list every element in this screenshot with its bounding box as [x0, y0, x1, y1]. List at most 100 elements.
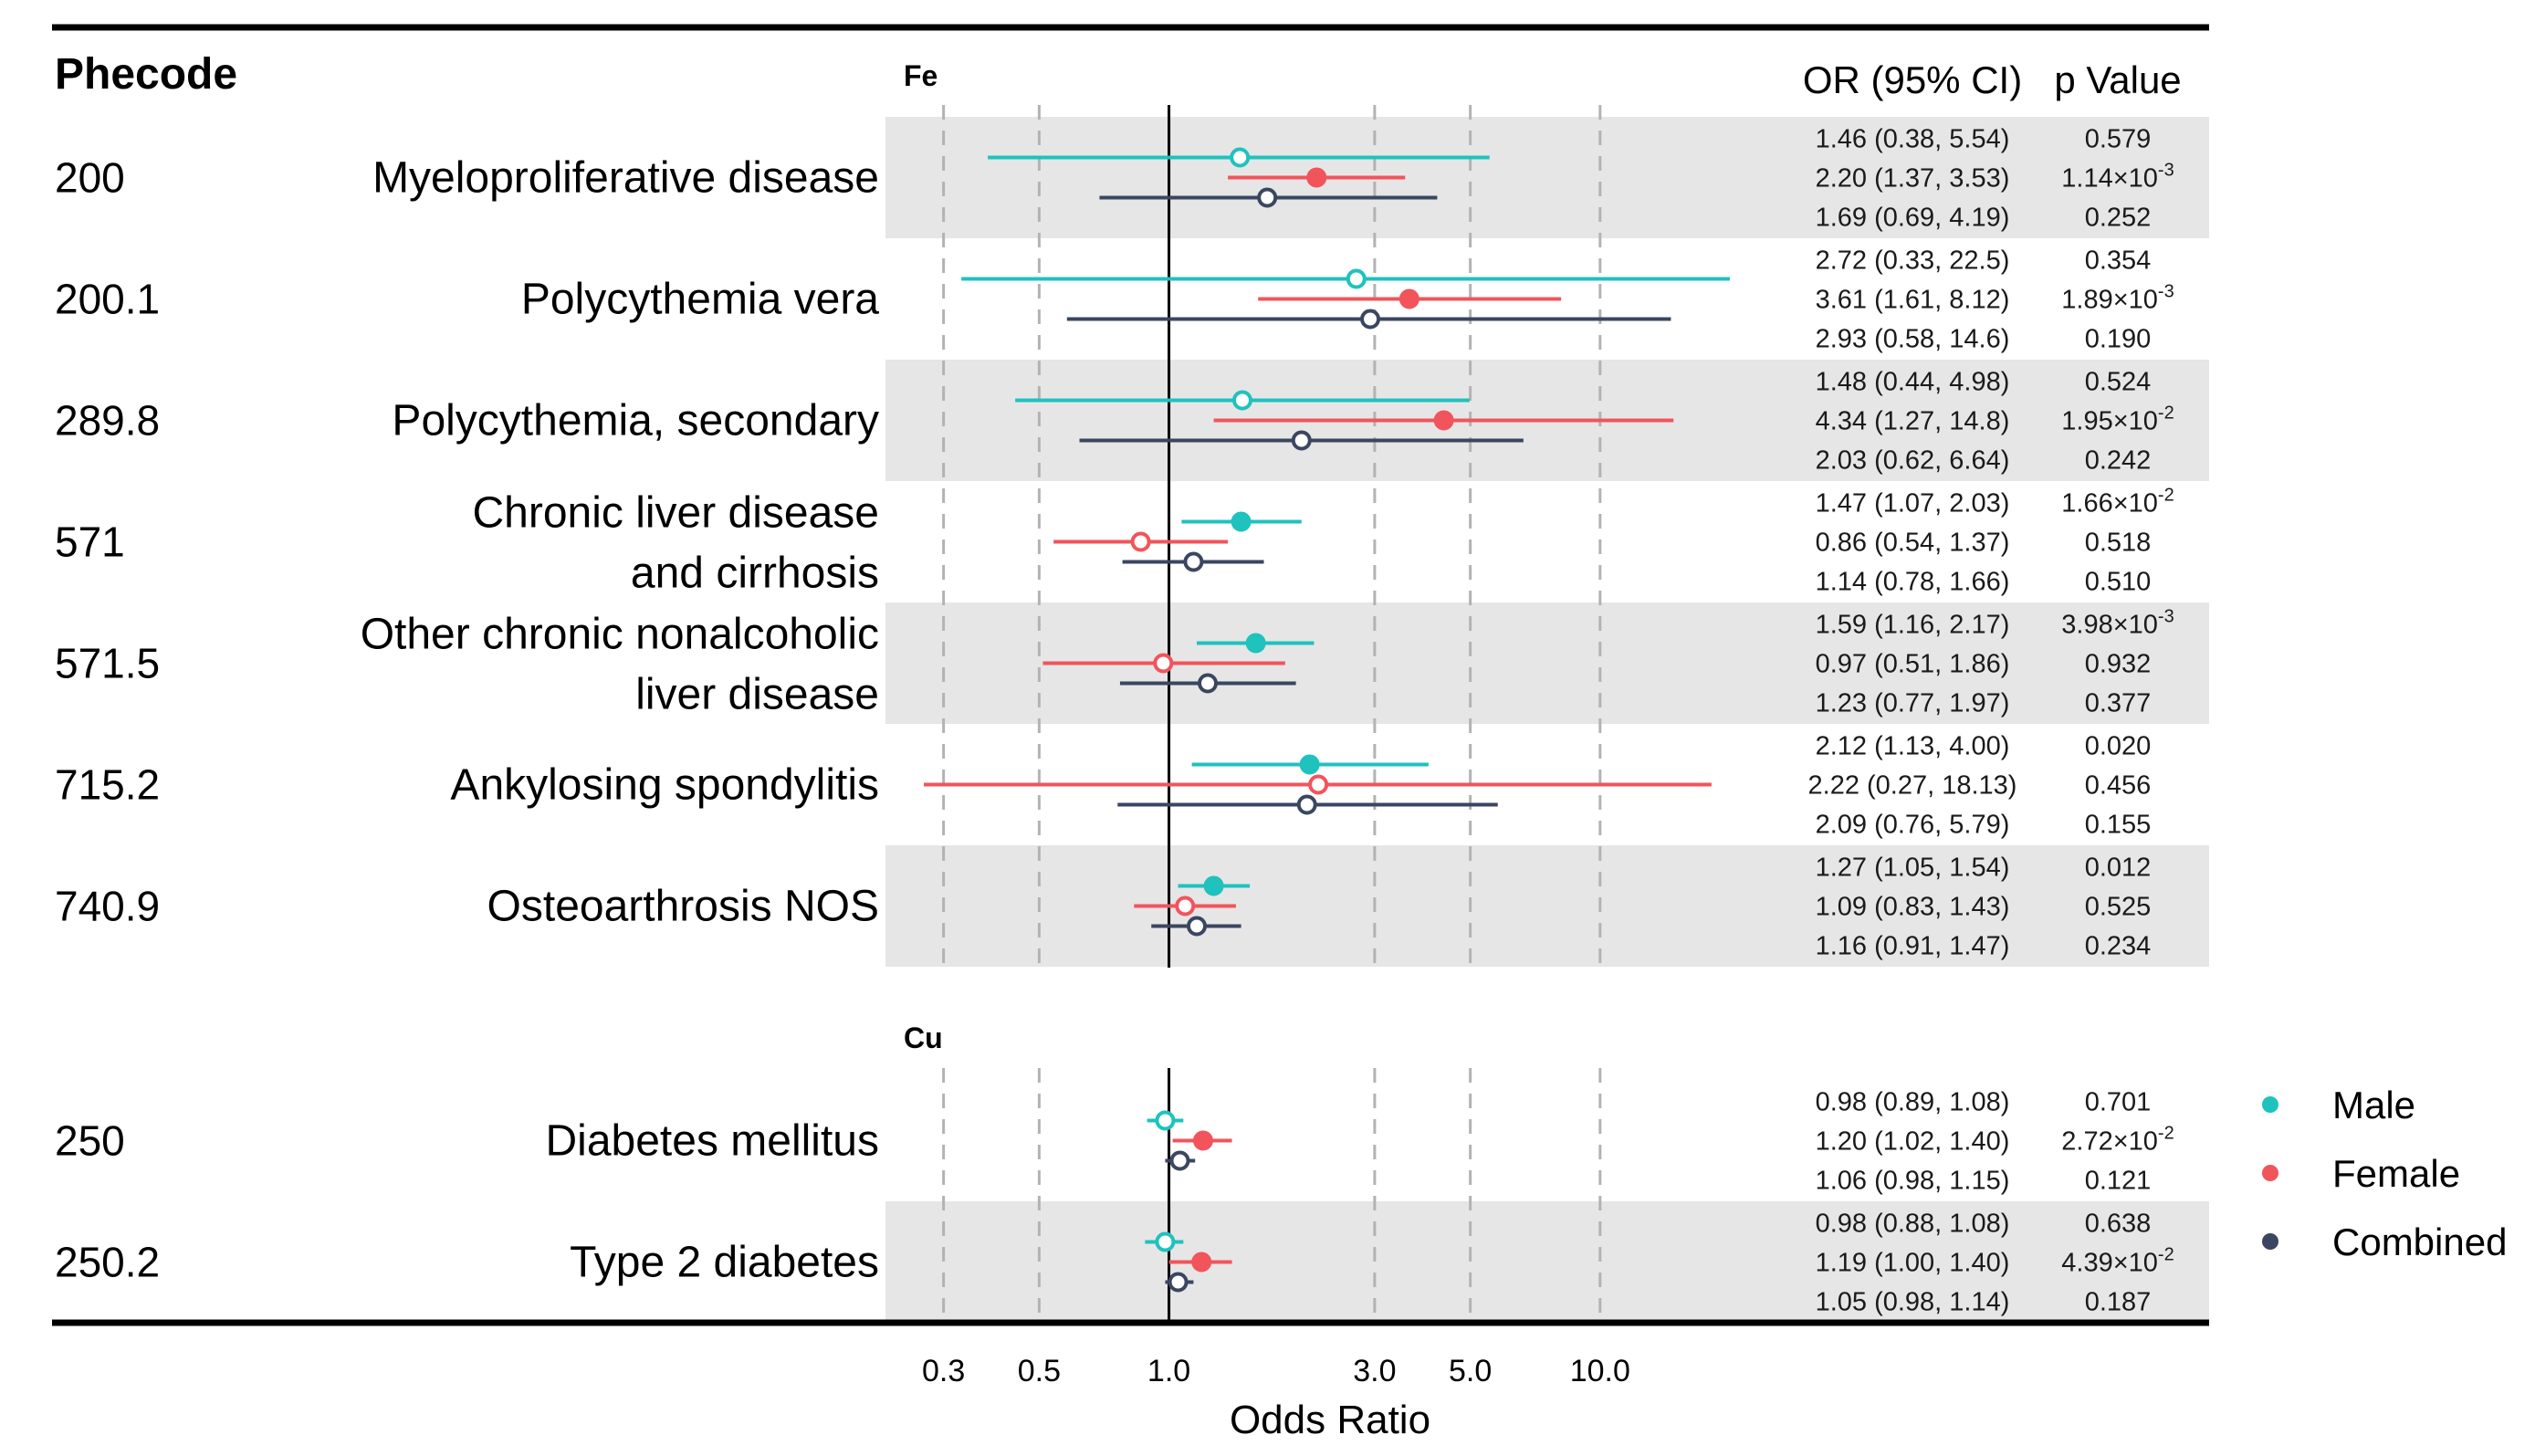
- p-value: 0.456: [2085, 771, 2152, 801]
- point-male: [1203, 875, 1224, 896]
- point-male: [1230, 147, 1251, 168]
- or-ci-value: 2.12 (1.13, 4.00): [1816, 732, 2010, 761]
- p-value: 0.701: [2085, 1088, 2152, 1117]
- or-ci-value: 1.05 (0.98, 1.14): [1816, 1288, 2010, 1317]
- point-male: [1231, 511, 1252, 532]
- p-value: 0.234: [2085, 932, 2152, 961]
- point-combined: [1186, 916, 1207, 937]
- point-female: [1153, 653, 1174, 674]
- or-ci-value: 0.98 (0.89, 1.08): [1816, 1088, 2010, 1117]
- x-tick-label: 10.0: [1570, 1354, 1630, 1388]
- p-value: 0.932: [2085, 650, 2152, 679]
- point-male: [1245, 633, 1266, 654]
- or-ci-value: 1.46 (0.38, 5.54): [1816, 125, 2010, 154]
- phecode-label: 740.9: [55, 883, 160, 930]
- point-combined: [1257, 187, 1278, 208]
- or-ci-value: 1.48 (0.44, 4.98): [1816, 368, 2010, 397]
- point-combined: [1360, 309, 1381, 330]
- point-female: [1175, 896, 1196, 917]
- x-tick-label: 1.0: [1147, 1354, 1190, 1388]
- phecode-label: 200: [55, 154, 125, 202]
- p-value: 0.354: [2085, 246, 2152, 276]
- p-value: 0.187: [2085, 1288, 2152, 1317]
- or-ci-value: 2.20 (1.37, 3.53): [1816, 164, 2010, 194]
- x-tick-label: 5.0: [1449, 1354, 1492, 1388]
- point-male: [1155, 1110, 1176, 1131]
- or-ci-value: 1.20 (1.02, 1.40): [1816, 1127, 2010, 1157]
- point-female: [1398, 288, 1419, 309]
- or-ci-value: 1.23 (0.77, 1.97): [1816, 689, 2010, 718]
- disease-name: Other chronic nonalcoholic: [361, 611, 879, 659]
- p-value: 1.66×10-2: [2061, 486, 2174, 519]
- p-value: 0.579: [2085, 125, 2152, 154]
- p-value: 0.252: [2085, 204, 2152, 233]
- or-ci-value: 1.14 (0.78, 1.66): [1816, 568, 2010, 597]
- x-tick-label: 0.5: [1018, 1354, 1061, 1388]
- p-value: 0.525: [2085, 893, 2152, 922]
- legend-label-female: Female: [2332, 1152, 2460, 1195]
- p-value: 0.155: [2085, 811, 2152, 840]
- p-value: 4.39×10-2: [2061, 1245, 2174, 1278]
- p-value: 0.518: [2085, 529, 2152, 558]
- or-ci-value: 2.09 (0.76, 5.79): [1816, 811, 2010, 840]
- or-ci-value: 1.59 (1.16, 2.17): [1816, 611, 2010, 640]
- legend-swatch-combined: [2262, 1233, 2278, 1250]
- disease-name: Osteoarthrosis NOS: [487, 883, 879, 931]
- point-female: [1308, 774, 1329, 795]
- legend: Male Female Combined: [2262, 1084, 2507, 1263]
- point-female: [1433, 410, 1454, 431]
- or-ci-value: 1.69 (0.69, 4.19): [1816, 204, 2010, 233]
- text-labels: Phecode OR (95% CI) p Value Odds Ratio F…: [55, 50, 2182, 1442]
- phecode-label: 250.2: [55, 1239, 160, 1286]
- x-tick-label: 3.0: [1353, 1354, 1396, 1388]
- p-value: 0.020: [2085, 732, 2152, 761]
- or-ci-value: 2.22 (0.27, 18.13): [1808, 771, 2017, 801]
- point-male: [1346, 268, 1367, 289]
- disease-name: Polycythemia vera: [521, 276, 879, 324]
- p-value: 0.638: [2085, 1210, 2152, 1239]
- point-female: [1306, 167, 1327, 188]
- legend-label-combined: Combined: [2332, 1220, 2507, 1263]
- p-value: 3.98×10-3: [2061, 607, 2174, 640]
- p-value: 1.89×10-3: [2061, 282, 2174, 315]
- or-ci-value: 0.98 (0.88, 1.08): [1816, 1210, 2010, 1239]
- or-ci-value: 1.19 (1.00, 1.40): [1816, 1249, 2010, 1278]
- disease-name: Type 2 diabetes: [570, 1239, 879, 1287]
- or-ci-value: 1.09 (0.83, 1.43): [1816, 893, 2010, 922]
- legend-swatch-female: [2262, 1165, 2278, 1181]
- p-value: 0.242: [2085, 446, 2152, 476]
- or-ci-value: 3.61 (1.61, 8.12): [1816, 286, 2010, 315]
- legend-swatch-male: [2262, 1096, 2278, 1113]
- or-ci-value: 1.47 (1.07, 2.03): [1816, 489, 2010, 519]
- disease-name: and cirrhosis: [631, 550, 879, 598]
- point-male: [1155, 1231, 1176, 1252]
- point-combined: [1291, 430, 1312, 451]
- or-ci-value: 1.27 (1.05, 1.54): [1816, 854, 2010, 883]
- phecode-label: 571.5: [55, 640, 160, 687]
- or-ci-value: 2.03 (0.62, 6.64): [1816, 446, 2010, 476]
- phecode-label: 715.2: [55, 761, 160, 809]
- p-value: 0.510: [2085, 568, 2152, 597]
- point-female: [1192, 1130, 1213, 1151]
- point-combined: [1169, 1150, 1190, 1171]
- or-ci-value: 2.72 (0.33, 22.5): [1816, 246, 2010, 276]
- disease-name: Chronic liver disease: [472, 489, 879, 538]
- p-value: 0.121: [2085, 1167, 2152, 1196]
- point-male: [1231, 390, 1252, 411]
- point-male: [1299, 754, 1320, 775]
- point-female: [1191, 1252, 1212, 1273]
- or-ci-value: 1.06 (0.98, 1.15): [1816, 1167, 2010, 1196]
- point-combined: [1183, 551, 1204, 572]
- or-ci-value: 4.34 (1.27, 14.8): [1816, 407, 2010, 436]
- or-ci-value: 0.97 (0.51, 1.86): [1816, 650, 2010, 679]
- panel-label: Cu: [904, 1021, 943, 1054]
- frame-lines: [52, 24, 2209, 1326]
- phecode-label: 250: [55, 1117, 125, 1165]
- panel-label: Fe: [904, 59, 938, 92]
- disease-name: Diabetes mellitus: [546, 1117, 879, 1166]
- p-value: 2.72×10-2: [2061, 1124, 2174, 1157]
- row-band: [885, 117, 2209, 238]
- p-value-header: p Value: [2054, 58, 2181, 101]
- p-value: 0.012: [2085, 854, 2152, 883]
